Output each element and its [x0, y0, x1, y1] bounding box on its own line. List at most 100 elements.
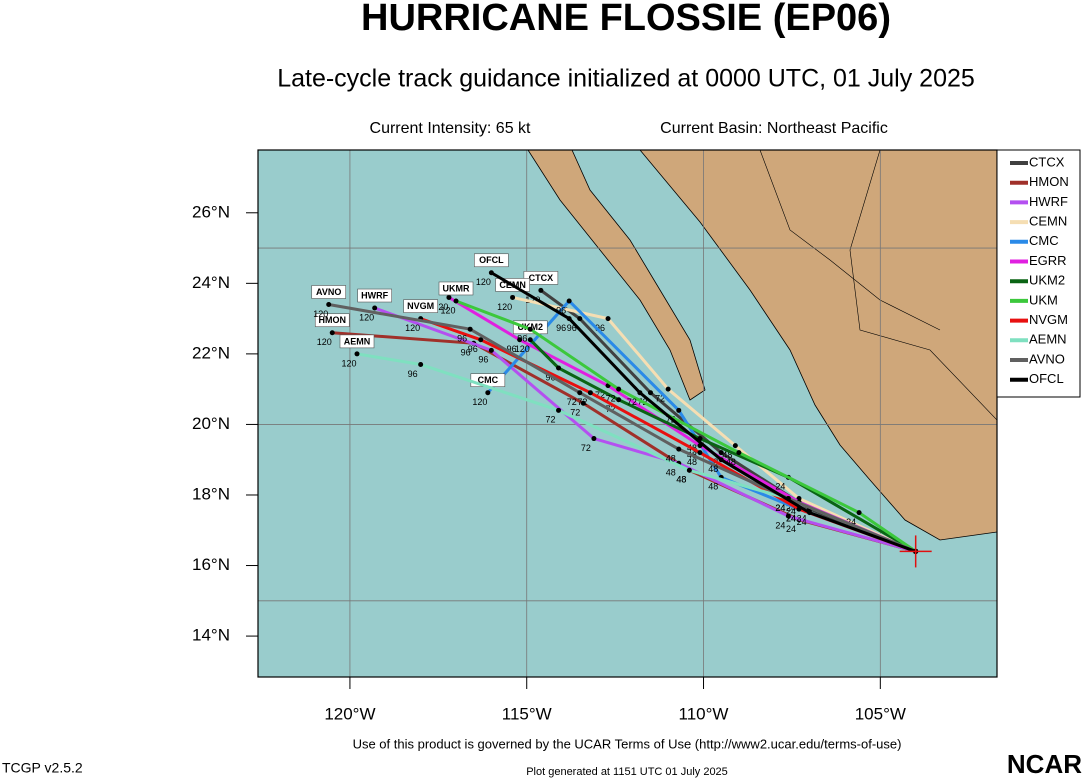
track-label: CTCX [529, 273, 554, 283]
mainland [639, 150, 997, 541]
map-area [258, 150, 997, 677]
legend-label: CEMN [1029, 214, 1067, 229]
tau-label: 24 [775, 521, 785, 531]
track-label: AVNO [316, 287, 341, 297]
tau-label: 24 [786, 513, 796, 523]
legend-label: AVNO [1029, 351, 1065, 366]
legend-label: AEMN [1029, 332, 1067, 347]
track-point [697, 450, 703, 456]
label-box [314, 313, 350, 328]
track-point [732, 443, 738, 449]
track-point [467, 326, 473, 332]
track-label: CMC [478, 375, 499, 385]
track-point [566, 316, 572, 322]
legend-label: UKM [1029, 292, 1058, 307]
track-point [616, 397, 622, 403]
baja [527, 150, 706, 401]
track-point [676, 446, 682, 452]
track-point [556, 365, 562, 371]
tau-label: 72 [577, 397, 587, 407]
track [490, 271, 917, 553]
lat-label: 16°N [192, 555, 230, 574]
track-point [527, 337, 533, 343]
tau-label: 120 [405, 323, 420, 333]
track-point [488, 347, 494, 353]
logo: NCAR [1007, 749, 1082, 779]
track-point [510, 294, 516, 300]
tau-label: 72 [567, 397, 577, 407]
lat-label: 14°N [192, 626, 230, 645]
track-point [372, 305, 378, 311]
legend-label: CTCX [1029, 154, 1065, 169]
track-point [538, 287, 544, 293]
tau-label: 120 [515, 344, 530, 354]
legend-label: CMC [1029, 233, 1059, 248]
border [759, 150, 941, 331]
track-point [676, 407, 682, 413]
lat-label: 22°N [192, 343, 230, 362]
track-label: HWRF [361, 290, 388, 300]
track [529, 338, 917, 553]
tracks: 24487296120CTCX24487296120HMON2448729612… [311, 253, 919, 554]
tau-label: 120 [359, 312, 374, 322]
tau-label: 48 [722, 450, 732, 460]
track-point [556, 407, 562, 413]
lon-label: 120°W [324, 704, 375, 723]
track-point [718, 457, 724, 463]
track-point [736, 450, 742, 456]
track-point [329, 330, 335, 336]
tau-label: 120 [313, 309, 328, 319]
tau-label: 48 [726, 457, 736, 467]
basin: Current Basin: Northeast Pacific [660, 120, 888, 137]
version: TCGP v2.5.2 [2, 760, 83, 776]
track-point [577, 316, 583, 322]
lon-label: 115°W [502, 704, 552, 723]
tau-label: 120 [525, 295, 540, 305]
tau-label: 72 [546, 415, 556, 425]
track-point [485, 390, 491, 396]
legend-label: NVGM [1029, 312, 1068, 327]
tau-label: 24 [786, 513, 796, 523]
track-point [785, 513, 791, 519]
track-point [637, 390, 643, 396]
track-label: NVGM [407, 301, 434, 311]
track-point [580, 400, 586, 406]
tau-label: 24 [846, 517, 856, 527]
tau-label: 48 [687, 457, 697, 467]
tau-label: 48 [708, 464, 718, 474]
tau-label: 72 [570, 408, 580, 418]
border [849, 150, 997, 421]
tau-label: 48 [676, 475, 686, 485]
legend-label: HWRF [1029, 194, 1068, 209]
tau-label: 96 [556, 305, 566, 315]
tau-label: 72 [581, 443, 591, 453]
track-point [478, 337, 484, 343]
lon-label: 110°W [679, 704, 729, 723]
tau-label: 24 [775, 482, 785, 492]
lat-label: 24°N [192, 273, 230, 292]
tau-label: 120 [440, 305, 455, 315]
tau-label: 24 [797, 517, 807, 527]
tau-label: 48 [676, 475, 686, 485]
map-frame [257, 149, 998, 678]
label-box [311, 285, 347, 299]
terms: Use of this product is governed by the U… [353, 736, 902, 751]
lat-label: 26°N [192, 202, 230, 221]
tau-label: 120 [472, 397, 487, 407]
intensity: Current Intensity: 65 kt [370, 120, 532, 137]
label-box [474, 253, 509, 268]
track-point [605, 316, 611, 322]
track-point [453, 298, 459, 304]
track-point [856, 510, 862, 516]
track-point [665, 386, 671, 392]
tau-label: 120 [497, 302, 512, 312]
tau-label: 120 [433, 302, 448, 312]
track-point [647, 390, 653, 396]
tau-label: 96 [468, 344, 478, 354]
tau-label: 96 [595, 323, 605, 333]
tau-label: 24 [786, 506, 796, 516]
label-box [357, 288, 392, 303]
track-point [527, 326, 533, 332]
tau-label: 96 [408, 369, 418, 379]
